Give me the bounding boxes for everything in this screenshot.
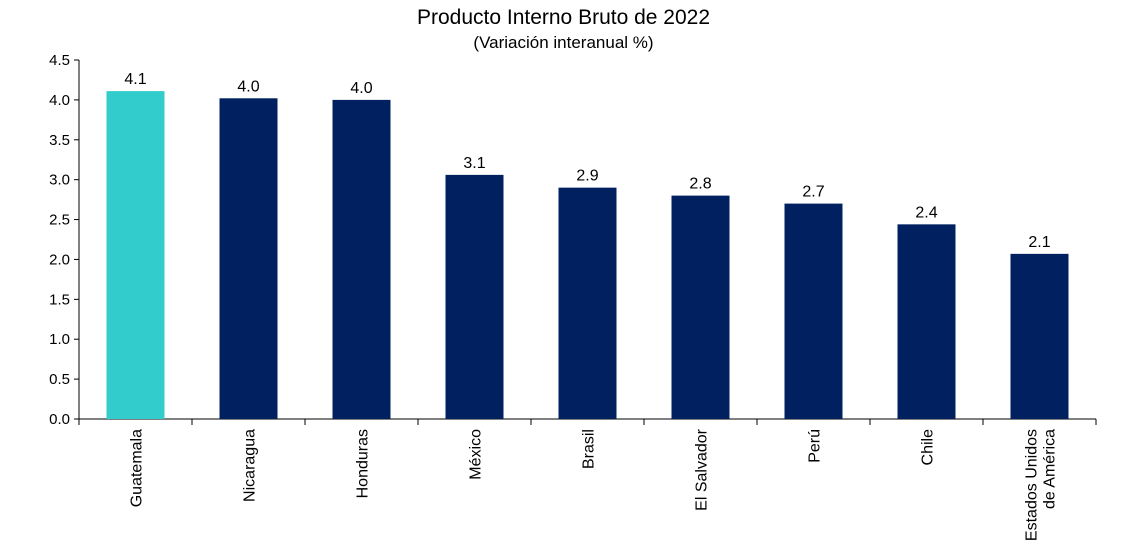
x-tick-label: Chile (920, 429, 937, 466)
x-tick-label: Estados Unidos de América (1024, 429, 1059, 541)
data-label: 2.7 (802, 184, 824, 201)
x-tick-label: Guatemala (129, 429, 146, 507)
bar (784, 203, 843, 419)
x-tick-label: México (468, 429, 485, 480)
x-tick-label-line: Brasil (581, 429, 598, 469)
y-tick-label: 0.0 (49, 411, 70, 428)
y-tick-label: 4.0 (49, 92, 70, 109)
x-tick-label-line: Honduras (355, 429, 372, 498)
x-tick-label-line: Nicaragua (242, 429, 259, 502)
y-tick-label: 1.5 (49, 291, 70, 308)
bar (671, 195, 730, 419)
x-tick-label: El Salvador (694, 428, 711, 510)
data-label: 4.1 (124, 71, 146, 88)
x-tick-label-line: México (468, 429, 485, 480)
bar (558, 187, 617, 419)
y-tick-label: 2.0 (49, 251, 70, 268)
x-tick-label-line: de América (1042, 429, 1059, 509)
chart-title: Producto Interno Bruto de 2022 (416, 6, 711, 29)
x-tick-label-line: Perú (807, 429, 824, 463)
y-tick-label: 3.0 (49, 172, 70, 189)
x-tick-label-line: Estados Unidos (1024, 429, 1041, 541)
bar (219, 98, 278, 419)
chart-subtitle: (Variación interanual %) (473, 33, 654, 52)
x-tick-label: Nicaragua (242, 429, 259, 502)
data-label: 2.9 (576, 168, 598, 185)
x-tick-label-line: El Salvador (694, 428, 711, 510)
bar (106, 91, 165, 419)
y-tick-label: 0.5 (49, 371, 70, 388)
data-label: 2.1 (1028, 234, 1050, 251)
data-label: 2.4 (915, 204, 937, 221)
x-tick-label: Perú (807, 429, 824, 463)
data-label: 4.0 (350, 80, 372, 97)
data-label: 4.0 (237, 78, 259, 95)
y-tick-label: 2.5 (49, 212, 70, 229)
bar (445, 174, 504, 419)
y-tick-label: 1.0 (49, 331, 70, 348)
x-tick-label-line: Guatemala (129, 429, 146, 507)
bar (897, 224, 956, 419)
bar (332, 99, 391, 419)
y-tick-label: 3.5 (49, 132, 70, 149)
y-tick-label: 4.5 (49, 52, 70, 69)
x-tick-label-line: Chile (920, 429, 937, 466)
bar (1010, 253, 1069, 419)
data-label: 2.8 (689, 176, 711, 193)
data-label: 3.1 (463, 155, 485, 172)
x-tick-label: Brasil (581, 429, 598, 469)
x-tick-label: Honduras (355, 429, 372, 498)
